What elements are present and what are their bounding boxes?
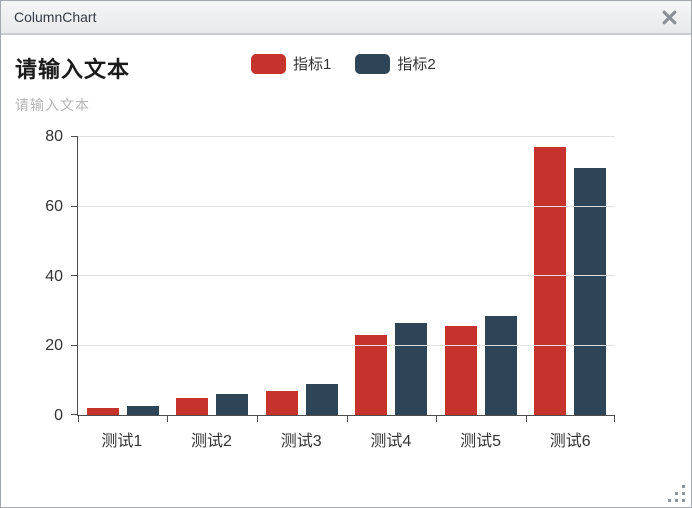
column-chart: 0 20 40 60 80 测试1 测试2 测试3 测试4 测试5 测试6: [15, 129, 677, 467]
bar-group: [347, 137, 437, 415]
y-axis-labels: 0 20 40 60 80: [15, 129, 69, 424]
bar-groups: [78, 137, 615, 415]
resize-grip-icon[interactable]: [667, 484, 685, 502]
x-axis-category-label: 测试2: [191, 433, 232, 450]
y-axis-tick-label: 60: [45, 197, 63, 215]
bar-group: [526, 137, 616, 415]
bar-指标1-测试1: [86, 408, 119, 415]
bar-指标2-测试6: [574, 168, 607, 415]
bar-group: [78, 137, 168, 415]
x-axis-category-label: 测试6: [549, 433, 591, 450]
x-axis-tick: [167, 416, 169, 422]
window-titlebar[interactable]: ColumnChart: [1, 1, 691, 35]
chart-header: 请输入文本 指标1 指标2: [15, 49, 677, 93]
bar-指标1-测试5: [444, 326, 477, 415]
gridline: [78, 344, 615, 346]
x-axis-labels: 测试1 测试2 测试3 测试4 测试5 测试6: [77, 417, 615, 451]
bar-group: [168, 137, 258, 415]
chart-subtitle: 请输入文本: [15, 97, 90, 113]
legend-label: 指标2: [397, 56, 436, 73]
x-axis-category-label: 测试4: [370, 433, 412, 450]
x-axis-category-label: 测试3: [280, 433, 322, 450]
legend-label: 指标1: [293, 56, 332, 73]
bar-指标2-测试3: [305, 383, 338, 415]
gridline: [78, 136, 615, 137]
x-axis-category-label: 测试5: [460, 433, 501, 450]
window-content: 请输入文本 指标1 指标2 请输入文本 0 20 40 60 80 测试1 测试2 测试3 测试…: [1, 35, 691, 467]
bar-group: [436, 137, 526, 415]
bar-指标2-测试4: [395, 322, 428, 415]
chart-title: 请输入文本: [15, 57, 131, 82]
legend-item-1[interactable]: 指标1: [251, 53, 331, 74]
y-axis-tick: [71, 275, 78, 276]
bar-指标1-测试4: [355, 335, 388, 415]
close-icon: [662, 10, 676, 24]
bar-指标1-测试6: [534, 147, 567, 415]
bar-指标2-测试1: [126, 405, 159, 415]
gridline: [78, 275, 615, 276]
y-axis-tick-label: 40: [45, 267, 63, 285]
y-axis-tick-label: 20: [45, 337, 63, 355]
plot-area: [71, 136, 615, 422]
x-axis-tick: [78, 416, 79, 422]
y-axis-tick-label: 0: [54, 407, 63, 424]
bar-指标2-测试5: [484, 315, 517, 415]
legend-swatch-icon: [355, 53, 391, 74]
x-axis-tick: [435, 416, 437, 422]
legend: 指标1 指标2: [251, 53, 460, 74]
x-axis-category-label: 测试1: [101, 433, 143, 450]
legend-swatch-icon: [251, 53, 286, 74]
x-axis-tick: [525, 416, 527, 422]
y-axis-tick: [71, 414, 78, 415]
x-axis-tick: [256, 416, 258, 422]
bar-指标1-测试2: [176, 397, 209, 415]
bar-指标2-测试2: [216, 394, 249, 415]
y-axis-tick: [71, 205, 78, 207]
bar-指标1-测试3: [265, 390, 298, 415]
y-axis-tick: [71, 344, 78, 346]
close-button[interactable]: [657, 5, 681, 29]
y-axis-tick: [71, 136, 78, 137]
gridline: [78, 205, 615, 207]
x-axis-tick: [346, 416, 348, 422]
legend-item-2[interactable]: 指标2: [355, 53, 436, 74]
bar-group: [257, 137, 347, 415]
window-title: ColumnChart: [14, 9, 97, 25]
y-axis-tick-label: 80: [45, 128, 63, 145]
x-axis-tick: [614, 416, 615, 422]
